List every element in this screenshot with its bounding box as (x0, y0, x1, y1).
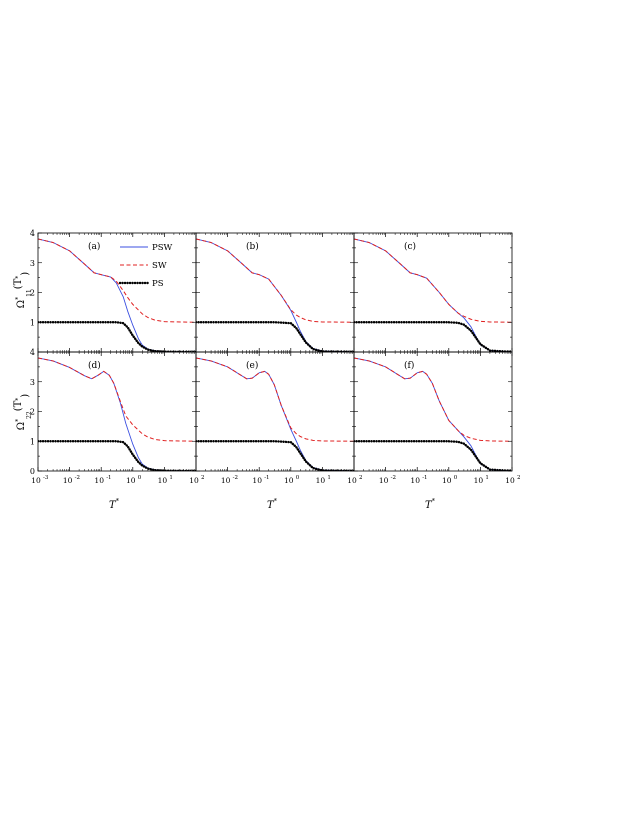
y-tick-label: 2 (30, 289, 35, 298)
x-axis-label: T* (425, 497, 436, 511)
x-axis-labels: T* T* T* (109, 497, 436, 511)
x-axis-label: T* (109, 497, 120, 511)
y-axis-labels: Ω*11(T*) Ω*22(T*) (13, 272, 33, 431)
panel-label: (e) (246, 360, 258, 371)
x-tick-exponent: 2 (517, 475, 521, 481)
panel-a: (a) 4 3 2 1 (30, 229, 197, 353)
x-axis-label: T* (267, 497, 278, 511)
x-tick-exponent: 2 (359, 475, 363, 481)
x-tick-label: 10 (221, 476, 231, 485)
series-psw-line (38, 357, 196, 471)
y-tick-label: 1 (30, 318, 35, 327)
y-axis-label-bottom: Ω*22(T*) (13, 394, 33, 431)
x-tick-exponent: 1 (327, 475, 331, 481)
x-tick-label: 10 (347, 476, 357, 485)
x-tick-label: 10 (94, 476, 104, 485)
series-sw-line (196, 238, 354, 323)
x-tick-label: 10 (189, 476, 199, 485)
x-tick-label: 10 (63, 476, 73, 485)
x-tick-label: 10 (410, 476, 420, 485)
panel-label: (d) (88, 360, 101, 371)
x-tick-label: 10 (474, 476, 484, 485)
x-tick-exponent: 0 (138, 475, 142, 481)
series-sw-line (354, 238, 512, 323)
x-tick-exponent: -1 (106, 475, 111, 481)
series-sw-line (354, 357, 512, 442)
series-ps-line (38, 321, 196, 352)
panel-label: (a) (88, 241, 100, 252)
x-tick-label: 10 (31, 476, 41, 485)
x-tick-exponent: -3 (43, 475, 49, 481)
x-tick-exponent: -2 (75, 475, 80, 481)
panel-c: (c) (353, 232, 513, 353)
panel-frame (353, 351, 513, 472)
x-tick-label: 10 (379, 476, 389, 485)
y-tick-label: 1 (30, 437, 35, 446)
x-tick-exponent: 0 (296, 475, 300, 481)
series-psw-line (354, 238, 512, 352)
x-tick-label: 10 (442, 476, 452, 485)
panel-frame (37, 232, 197, 353)
y-tick-label: 0 (30, 467, 35, 476)
x-tick-label: 10 (316, 476, 326, 485)
legend-label-psw: PSW (152, 243, 173, 253)
series-ps-line (38, 440, 196, 471)
panel-label: (b) (246, 241, 259, 252)
legend-label-ps: PS (152, 279, 164, 289)
series-psw-line (38, 238, 196, 352)
series-psw-line (196, 238, 354, 352)
x-tick-label: 10 (252, 476, 262, 485)
panel-frame (37, 351, 197, 472)
series-ps-line (354, 440, 512, 471)
x-tick-label: 10 (126, 476, 136, 485)
y-tick-label: 3 (30, 378, 35, 387)
panel-b: (b) (195, 232, 355, 353)
x-tick-exponent: -2 (233, 475, 238, 481)
panel-e: (e)10 -2 10 -1 10 0 10 1 10 2 (195, 351, 363, 485)
panel-label: (c) (404, 241, 416, 252)
y-tick-label: 4 (30, 229, 35, 238)
series-ps-line (196, 440, 354, 471)
x-tick-label: 10 (505, 476, 515, 485)
y-axis-label-top: Ω*11(T*) (13, 272, 33, 309)
x-tick-exponent: -1 (264, 475, 269, 481)
x-tick-exponent: -2 (391, 475, 396, 481)
series-psw-line (196, 357, 354, 471)
series-sw-line (196, 357, 354, 442)
x-tick-label: 10 (284, 476, 294, 485)
legend-label-sw: SW (152, 261, 167, 271)
y-tick-label: 3 (30, 259, 35, 268)
series-psw-line (354, 357, 512, 471)
legend: PSW SW PS (118, 243, 173, 289)
series-sw-line (38, 238, 196, 323)
x-tick-exponent: -1 (422, 475, 427, 481)
x-tick-label: 10 (158, 476, 168, 485)
panel-label: (f) (404, 360, 414, 371)
series-sw-line (38, 357, 196, 442)
x-tick-exponent: 2 (201, 475, 205, 481)
panel-f: (f)10 -2 10 -1 10 0 10 1 10 2 (353, 351, 521, 485)
series-ps-line (196, 321, 354, 352)
y-tick-label: 2 (30, 408, 35, 417)
x-tick-exponent: 1 (485, 475, 489, 481)
x-tick-exponent: 0 (454, 475, 458, 481)
series-ps-line (354, 321, 512, 352)
panel-frame (195, 351, 355, 472)
panel-frame (353, 232, 513, 353)
panel-frame (195, 232, 355, 353)
x-tick-exponent: 1 (169, 475, 173, 481)
y-tick-label: 4 (30, 348, 35, 357)
